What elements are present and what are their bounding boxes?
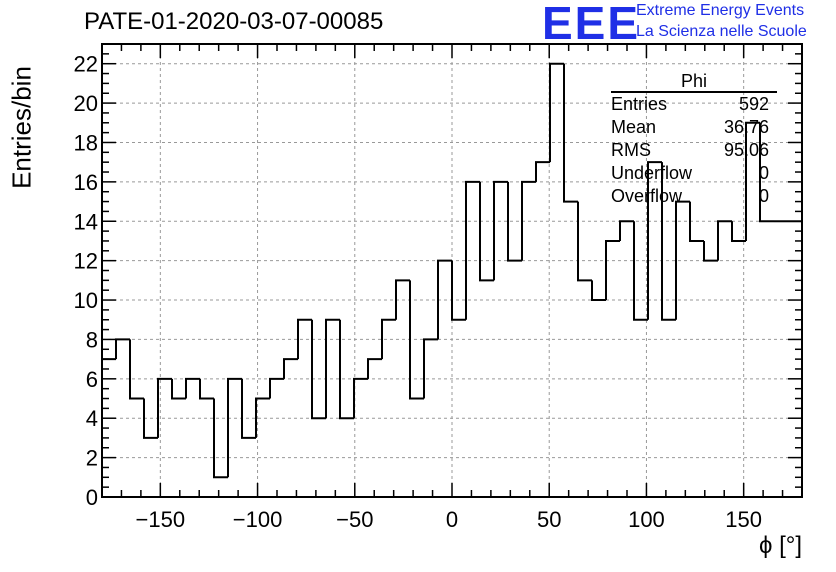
histogram-bin bbox=[381, 318, 396, 360]
histogram-bin bbox=[129, 339, 144, 400]
histogram-bin bbox=[227, 377, 242, 478]
histogram-bin bbox=[535, 161, 550, 182]
x-tick-label: 100 bbox=[628, 507, 665, 532]
x-tick-label: 50 bbox=[537, 507, 561, 532]
histogram-bin bbox=[689, 201, 704, 242]
eee-logo: EEE bbox=[542, 0, 641, 49]
x-tick-label: −150 bbox=[136, 507, 186, 532]
y-tick-label: 2 bbox=[86, 446, 98, 471]
histogram-bin bbox=[507, 181, 522, 262]
stats-value: 592 bbox=[738, 94, 769, 114]
histogram-bin bbox=[325, 318, 340, 419]
y-tick-label: 18 bbox=[74, 130, 98, 155]
y-tick-label: 6 bbox=[86, 367, 98, 392]
histogram-bin bbox=[115, 338, 130, 360]
y-tick-label: 8 bbox=[86, 327, 98, 352]
histogram-bin bbox=[423, 338, 438, 399]
stats-title: Phi bbox=[611, 72, 777, 93]
histogram-bin bbox=[703, 240, 718, 262]
histogram-bin bbox=[367, 358, 382, 379]
histogram-bin bbox=[479, 181, 494, 282]
histogram-bin bbox=[199, 378, 214, 400]
histogram-bin bbox=[493, 180, 508, 281]
histogram-bin bbox=[661, 162, 676, 321]
histogram-bin bbox=[409, 280, 424, 400]
histogram-bin bbox=[647, 161, 662, 320]
chart-title: PATE-01-2020-03-07-00085 bbox=[84, 8, 384, 35]
stats-box: Phi Entries 592 Mean 36.76 RMS 95.06 Und… bbox=[611, 72, 777, 208]
histogram-bin bbox=[633, 221, 648, 321]
histogram-bin bbox=[157, 377, 172, 438]
stats-row-underflow: Underflow 0 bbox=[611, 162, 777, 185]
histogram-bin bbox=[549, 62, 564, 163]
histogram-bin bbox=[745, 121, 760, 241]
histogram-bin bbox=[521, 180, 536, 261]
y-tick-label: 10 bbox=[74, 288, 98, 313]
histogram-bin bbox=[241, 378, 256, 439]
histogram-bin bbox=[143, 398, 158, 439]
histogram-bin bbox=[269, 377, 284, 399]
histogram-bin bbox=[591, 280, 606, 302]
y-tick-label: 16 bbox=[74, 170, 98, 195]
y-tick-label: 0 bbox=[86, 485, 98, 510]
stats-label: RMS bbox=[611, 140, 651, 160]
y-tick-label: 22 bbox=[74, 52, 98, 77]
x-tick-label: 150 bbox=[725, 507, 762, 532]
stats-value: 0 bbox=[758, 163, 769, 183]
stats-value: 0 bbox=[758, 186, 769, 206]
histogram-bin bbox=[563, 63, 578, 203]
logo-line-1: Extreme Energy Events bbox=[636, 2, 805, 19]
histogram-bin bbox=[759, 122, 774, 223]
stats-row-entries: Entries 592 bbox=[611, 93, 777, 116]
stats-row-overflow: Overflow 0 bbox=[611, 185, 777, 208]
histogram-bin bbox=[437, 259, 452, 340]
logo-line-2: La Scienza nelle Scuole bbox=[636, 23, 807, 40]
stats-value: 36.76 bbox=[723, 117, 769, 137]
histogram-bin bbox=[451, 260, 466, 321]
histogram-bin bbox=[283, 358, 298, 379]
stats-value: 95.06 bbox=[723, 140, 769, 160]
stats-row-rms: RMS 95.06 bbox=[611, 139, 777, 162]
histogram-bin bbox=[311, 319, 326, 420]
histogram-bin bbox=[619, 220, 634, 241]
histogram-bin bbox=[297, 318, 312, 360]
x-tick-label: −100 bbox=[233, 507, 283, 532]
histogram-bin bbox=[213, 398, 228, 479]
y-tick-label: 20 bbox=[74, 91, 98, 116]
histogram-bin bbox=[171, 378, 186, 400]
y-tick-label: 4 bbox=[86, 406, 98, 431]
histogram-bin bbox=[353, 377, 368, 419]
stats-label: Underflow bbox=[611, 163, 693, 183]
y-tick-label: 14 bbox=[74, 209, 98, 234]
histogram-bin bbox=[731, 221, 746, 242]
histogram-bin bbox=[185, 377, 200, 399]
histogram-bin bbox=[255, 397, 270, 438]
stats-label: Entries bbox=[611, 94, 668, 114]
y-axis-label: Entries/bin bbox=[6, 66, 37, 189]
histogram-bin bbox=[339, 319, 354, 420]
stats-label: Overflow bbox=[611, 186, 683, 206]
histogram-bin bbox=[395, 279, 410, 320]
histogram-bin bbox=[717, 220, 732, 261]
x-axis-label: ϕ [°] bbox=[758, 532, 802, 559]
stats-label: Mean bbox=[611, 117, 657, 137]
stats-row-mean: Mean 36.76 bbox=[611, 116, 777, 139]
y-tick-label: 12 bbox=[74, 249, 98, 274]
x-tick-label: 0 bbox=[446, 507, 458, 532]
histogram-bin bbox=[465, 180, 480, 320]
histogram-bin bbox=[605, 239, 620, 301]
x-tick-label: −50 bbox=[336, 507, 373, 532]
histogram-bin bbox=[577, 201, 592, 282]
histogram-bin bbox=[675, 200, 690, 320]
